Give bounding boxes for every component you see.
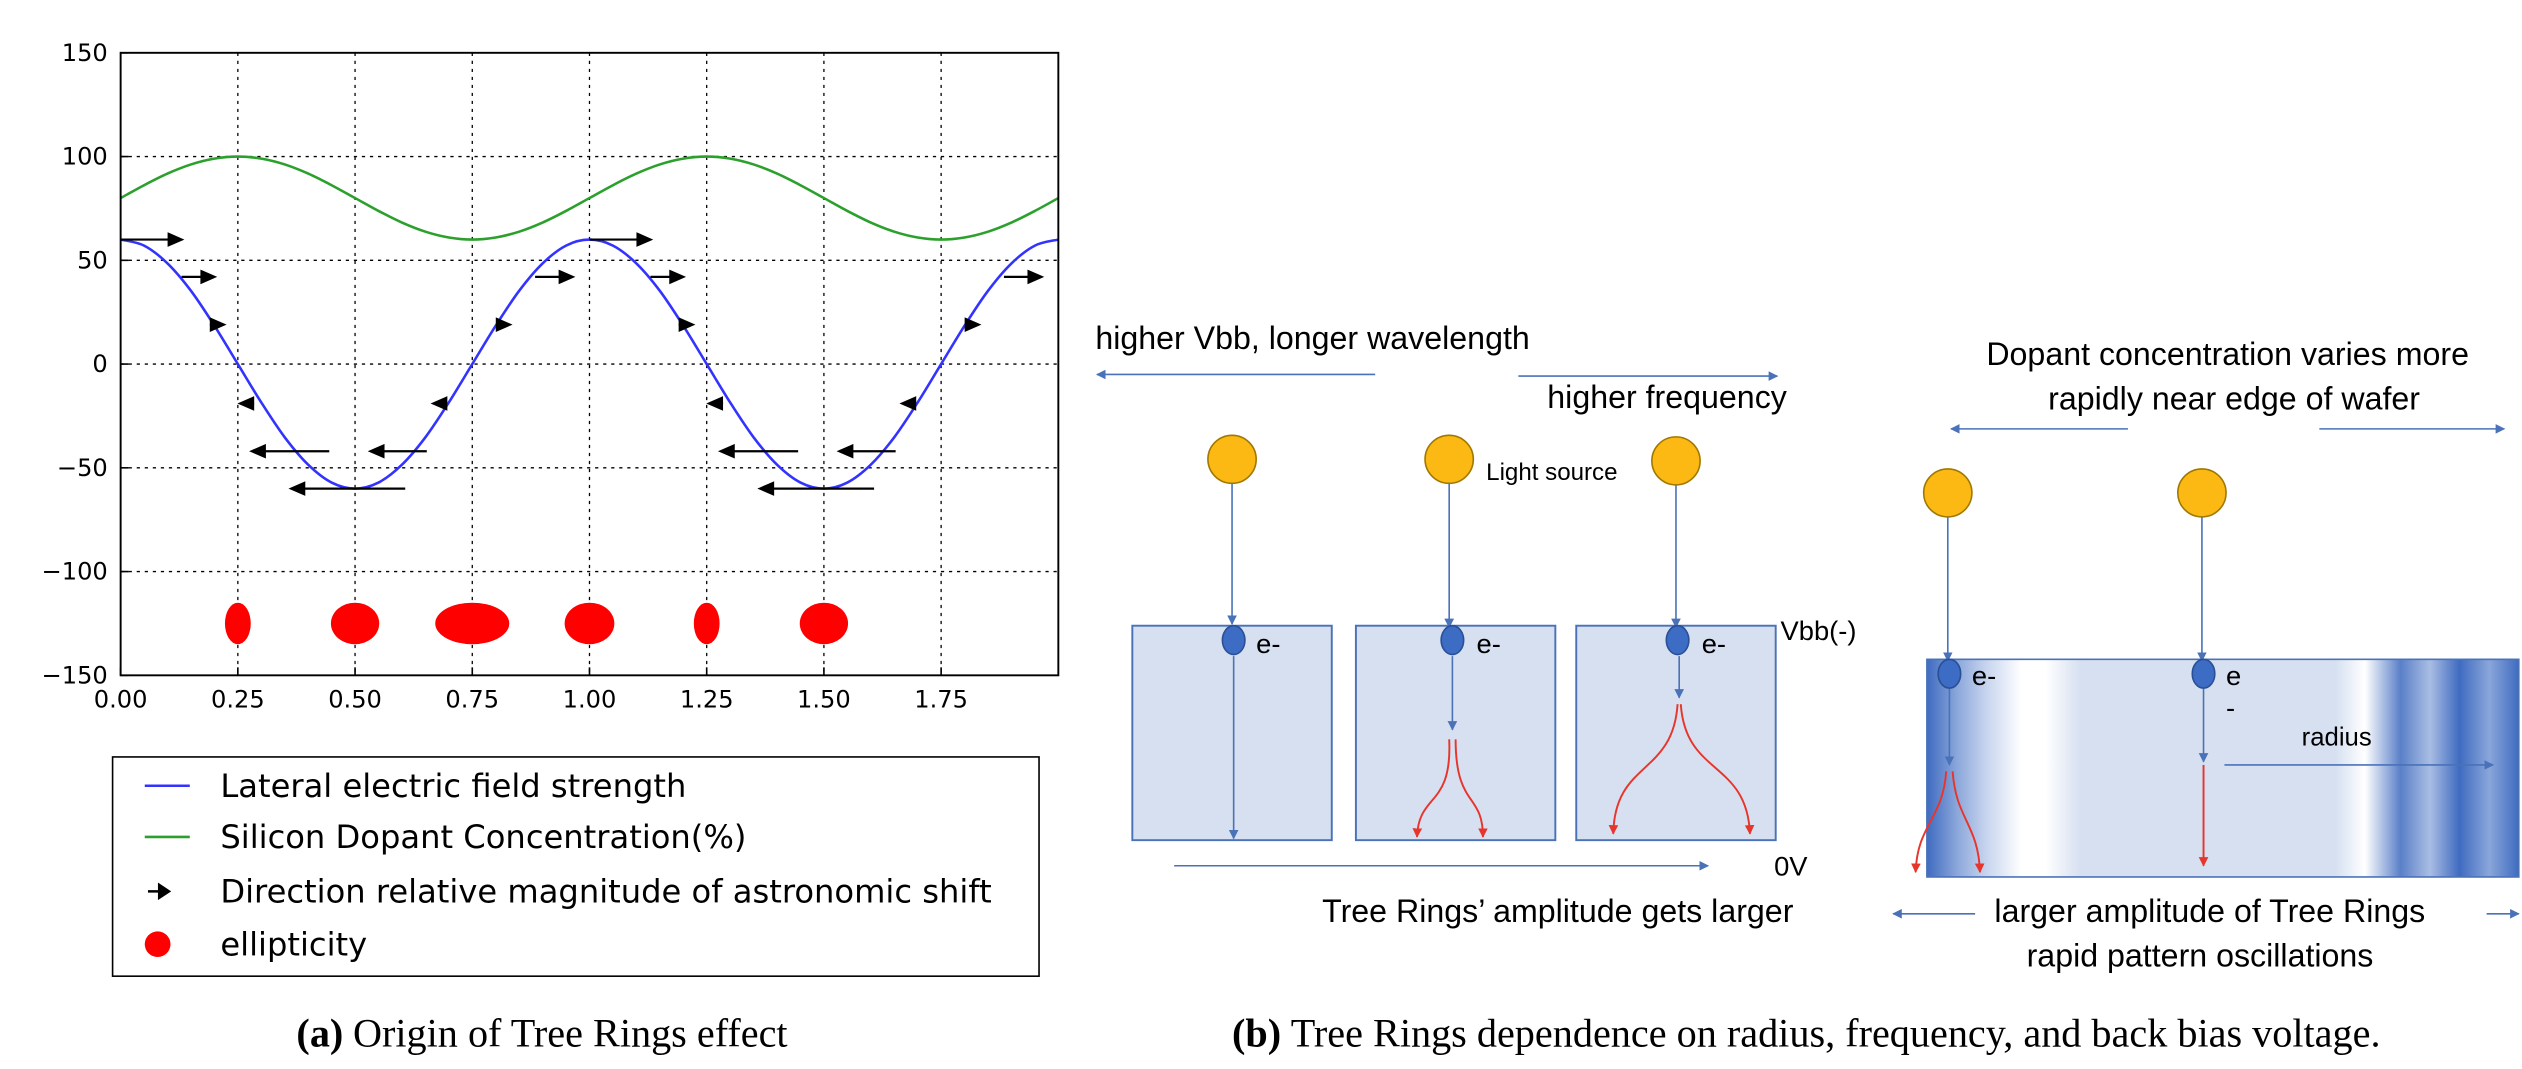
x-tick-label: 1.50 [797,685,851,713]
y-tick-label: 100 [62,143,108,171]
series-line [120,155,1059,241]
spread-path [1608,704,1679,835]
legend-label: Silicon Dopant Concentration(%) [220,818,746,856]
spread-path [1412,739,1451,838]
electron [1440,624,1465,656]
shift-arrow [237,396,255,411]
shift-arrow [120,232,185,247]
frequency-label: higher frequency [1547,379,1787,415]
shift-arrow [430,396,448,411]
light-source [1207,434,1257,485]
x-tick-label: 0.50 [328,685,382,713]
shift-arrow [717,443,799,459]
light-source [1651,436,1701,486]
sensor-box [1354,624,1557,842]
light-source [1922,468,1973,518]
y-tick-label: −50 [57,454,108,482]
shift-arrow [495,317,513,332]
x-tick-label: 1.75 [914,685,968,713]
electron-label: e- [1477,628,1501,659]
vbb-label: Vbb(-) [1781,615,1857,646]
bottom-label: larger amplitude of Tree Rings [1994,893,2425,929]
shift-arrow [836,443,896,459]
dopant-label: rapidly near edge of wafer [2048,381,2420,417]
caption-label: (b) [1232,1011,1281,1056]
diagram-b: higher Vbb, longer wavelength higher fre… [1095,320,2520,1056]
sensor-box [1131,624,1333,842]
electron [1665,624,1690,656]
x-tick-label: 0.00 [94,685,148,713]
shift-arrow [1003,269,1045,285]
shift-arrow [249,443,330,459]
shift-arrow [288,481,406,496]
x-tick-label: 0.75 [445,685,499,713]
spread-path [1454,739,1488,838]
chart-a: −150 −100 −50 0 50 100 150 0.00 0.25 0.50 0.75 1.00… [42,39,1060,977]
ellipticity-mark [799,602,849,645]
electron-label: - [2226,692,2235,723]
caption-a: (a) Origin of Tree Rings effect [296,1011,787,1056]
ellipticity-mark [564,602,615,645]
x-tick-label: 1.25 [680,685,734,713]
spread-path [1679,704,1755,835]
legend-swatch [147,882,172,901]
caption-b: (b) Tree Rings dependence on radius, freq… [1232,1011,2381,1056]
legend-label: ellipticity [220,925,367,963]
dopant-label: Dopant concentration varies more [1986,336,2469,372]
electron-label: e- [1256,628,1280,659]
electron [2191,658,2216,689]
ellipticity-mark [435,602,510,645]
electron-label: e- [1972,660,1996,691]
shift-arrow [899,396,917,411]
shift-arrow [181,269,218,285]
y-tick-label: 150 [62,39,108,67]
bottom-label: rapid pattern oscillations [2027,938,2374,974]
wavelength-label: higher Vbb, longer wavelength [1095,320,1529,356]
y-tick-label: 50 [77,246,108,274]
x-tick-label: 1.00 [563,685,617,713]
shift-arrow [535,269,576,285]
caption-label: (a) [296,1011,343,1056]
shift-arrow [964,317,982,332]
shift-arrow [367,443,427,459]
shift-arrow [650,269,687,285]
plot-frame [119,51,1060,677]
electron [1221,624,1246,656]
electron [1937,658,1962,689]
radius-label: radius [2302,724,2372,752]
ellipticity-mark [224,602,251,645]
legend-swatch [144,931,171,957]
electron-label: e- [1702,628,1726,659]
legend-label: Direction relative magnitude of astronom… [220,873,991,911]
legend-label: Lateral electric field strength [220,767,686,805]
wafer [1926,658,2520,878]
shift-arrow [678,317,696,332]
spread-path [1951,771,1985,874]
y-tick-label: 0 [92,350,107,378]
light-source-label: Light source [1486,459,1617,486]
shift-arrow [589,232,654,247]
shift-arrow [209,317,227,332]
caption-text: Tree Rings dependence on radius, frequen… [1291,1011,2381,1056]
shift-arrow [757,481,875,496]
light-source [1424,434,1475,485]
ellipticity-mark [693,602,720,645]
spread-path [1911,771,1948,874]
y-tick-label: −150 [42,661,108,689]
shift-arrow [706,396,724,411]
electron-label: e [2226,660,2241,691]
caption-text: Origin of Tree Rings effect [353,1011,788,1056]
legend-box [111,756,1040,977]
amplitude-label: Tree Rings’ amplitude gets larger [1322,893,1794,929]
ellipticity-mark [330,602,380,645]
x-tick-label: 0.25 [211,685,265,713]
y-tick-label: −100 [42,558,108,586]
sensor-box [1575,624,1777,842]
light-source [2176,468,2227,518]
zero-label: 0V [1774,850,1808,881]
